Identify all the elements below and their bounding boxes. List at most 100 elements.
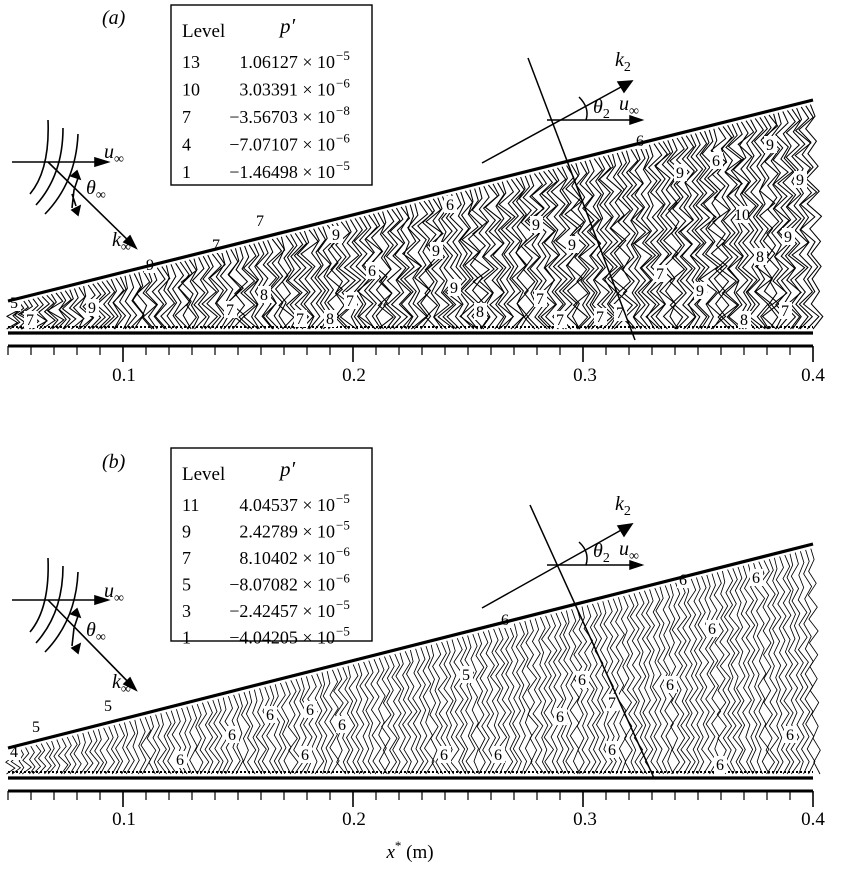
legend-value: −3.56703 × 10 bbox=[229, 107, 335, 127]
contour-line bbox=[191, 257, 207, 330]
contour-label: 9 bbox=[88, 300, 96, 317]
contour-line bbox=[266, 685, 278, 775]
k-inf-label: k∞ bbox=[112, 229, 131, 255]
contour-line bbox=[655, 586, 670, 775]
contour-line bbox=[609, 152, 628, 330]
contour-label: 9 bbox=[796, 172, 804, 189]
contour-label-bg bbox=[606, 741, 619, 758]
contour-line bbox=[484, 183, 505, 330]
contour-label-bg bbox=[254, 212, 267, 229]
contour-label: 7 bbox=[556, 312, 564, 329]
contour-label-bg bbox=[24, 311, 37, 328]
contour-line bbox=[615, 597, 628, 775]
contour-line bbox=[124, 274, 138, 330]
contour-line bbox=[370, 212, 388, 330]
contour-line bbox=[759, 560, 776, 775]
legend-exponent: −6 bbox=[336, 131, 350, 146]
incident-wave-diagram-a bbox=[12, 119, 138, 250]
legend-entry: 7 8.10402 × 10 −6 bbox=[182, 544, 350, 568]
contour-line bbox=[449, 639, 462, 775]
contour-line bbox=[775, 111, 797, 330]
contour-line bbox=[734, 566, 749, 775]
contour-line bbox=[318, 672, 328, 775]
contour-label: 6 bbox=[266, 707, 274, 724]
contour-line bbox=[597, 156, 616, 330]
contour-line bbox=[174, 261, 191, 330]
legend-entry: 5 −8.07082 × 10 −6 bbox=[182, 571, 350, 595]
contour-line bbox=[197, 256, 211, 330]
contour-label: 7 bbox=[596, 309, 604, 326]
contour-line bbox=[84, 731, 94, 775]
contour-line bbox=[440, 195, 457, 330]
contour-line bbox=[115, 723, 125, 775]
contour-line bbox=[749, 118, 769, 330]
legend-value: −4.04205 × 10 bbox=[229, 628, 335, 648]
contour-label-bg bbox=[764, 136, 777, 153]
contour-line bbox=[38, 296, 51, 330]
contour-line bbox=[805, 104, 824, 330]
contour-line bbox=[704, 574, 718, 775]
contour-label: 9 bbox=[568, 237, 576, 254]
contour-line bbox=[713, 572, 727, 775]
contour-label-bg bbox=[706, 620, 719, 637]
contour-line bbox=[417, 647, 429, 775]
wedge-upper-boundary-b bbox=[7, 542, 814, 750]
legend-value: 1.06127 × 10 bbox=[239, 52, 335, 72]
contour-label: 9 bbox=[532, 217, 540, 234]
contour-line bbox=[314, 673, 325, 775]
contour-line bbox=[550, 167, 568, 330]
contour-label: 6 bbox=[440, 747, 448, 764]
contour-line bbox=[46, 292, 65, 330]
contour-line bbox=[412, 648, 424, 775]
contour-label-bg bbox=[258, 286, 271, 303]
contour-line bbox=[307, 674, 318, 775]
contour-line bbox=[94, 728, 105, 775]
contour-line bbox=[645, 589, 661, 775]
contour-label-bg bbox=[264, 706, 277, 723]
incident-wave-diagram-b bbox=[12, 557, 138, 692]
contour-label-bg bbox=[566, 236, 579, 253]
contour-line bbox=[578, 160, 596, 330]
contour-line bbox=[625, 149, 642, 330]
contour-line bbox=[189, 705, 198, 775]
legend-header-value: p′ bbox=[278, 14, 296, 38]
legend-exponent: −5 bbox=[336, 518, 350, 533]
contour-line bbox=[732, 121, 756, 330]
contour-line bbox=[640, 145, 657, 330]
contour-line bbox=[511, 177, 527, 330]
contour-label: 7 bbox=[781, 303, 789, 320]
contour-label-bg bbox=[366, 262, 379, 279]
contour-line bbox=[235, 693, 244, 775]
contour-label: 6 bbox=[228, 727, 236, 744]
contour-label: 7 bbox=[656, 266, 664, 283]
contour-line bbox=[68, 288, 85, 330]
contour-label: 9 bbox=[696, 283, 704, 300]
legend-level: 5 bbox=[182, 575, 191, 595]
contour-label-bg bbox=[299, 746, 312, 763]
contour-line bbox=[314, 227, 328, 330]
contour-line bbox=[142, 269, 158, 330]
legend-b: Level p′ 11 4.04537 × 10 −59 2.42789 × 10 −5… bbox=[170, 447, 373, 648]
contour-label-bg bbox=[304, 701, 317, 718]
contour-line bbox=[475, 632, 486, 775]
contour-line bbox=[125, 721, 136, 775]
contour-line bbox=[628, 148, 648, 330]
contour-line bbox=[520, 620, 533, 775]
contour-label: 5 bbox=[104, 698, 112, 715]
contour-label-bg bbox=[336, 716, 349, 733]
contour-line bbox=[444, 194, 463, 330]
panel-a: 579978777699897769961079788778996979 0.1… bbox=[5, 4, 825, 386]
contour-line bbox=[37, 743, 47, 775]
contour-line bbox=[402, 651, 413, 775]
contour-line bbox=[208, 699, 220, 775]
contour-line bbox=[724, 123, 744, 330]
contour-line bbox=[771, 112, 790, 330]
contour-line bbox=[459, 636, 469, 775]
contour-label-bg bbox=[554, 708, 567, 725]
contour-line bbox=[206, 253, 222, 330]
contour-label-bg bbox=[102, 697, 115, 714]
contour-label-bg bbox=[594, 308, 607, 325]
legend-entry: 1 −4.04205 × 10 −5 bbox=[182, 624, 350, 648]
x-tick-label: 0.3 bbox=[573, 809, 597, 830]
contour-line bbox=[791, 107, 810, 330]
